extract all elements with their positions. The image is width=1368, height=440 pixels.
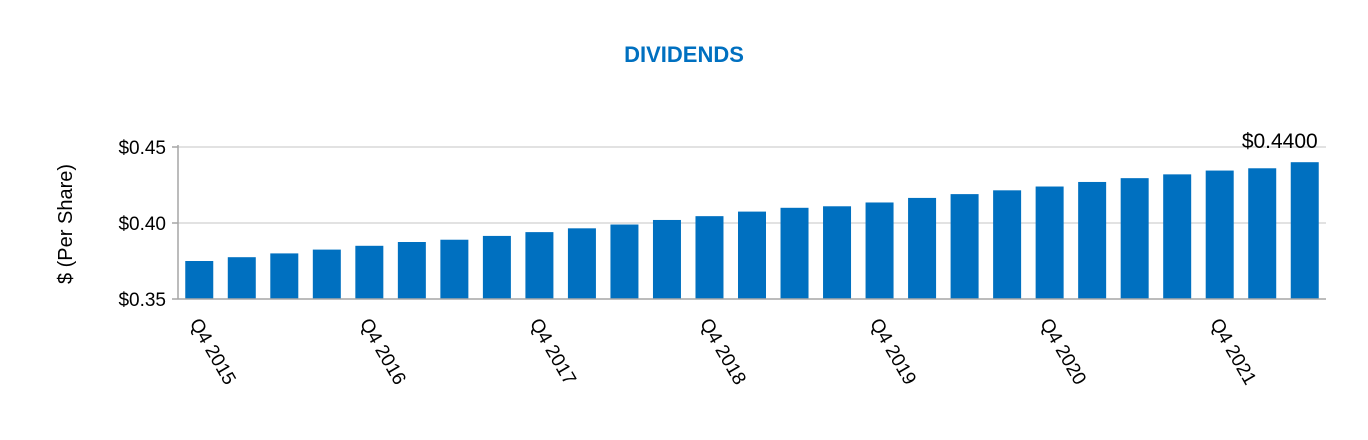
x-tick-label: Q4 2019 (865, 315, 920, 389)
bar (185, 261, 214, 299)
bar (865, 202, 894, 299)
bar (1290, 162, 1319, 299)
y-tick-label: $0.45 (118, 138, 166, 159)
bar (993, 190, 1022, 299)
x-tick-labels: Q4 2015 Q4 2016 Q4 2017 Q4 2018 Q4 2019 Q4 20… (185, 315, 1260, 389)
y-tick-labels: $0.35 $0.40 $0.45 (118, 138, 166, 311)
x-tick-label: Q4 2015 (185, 315, 240, 389)
bar (397, 242, 426, 299)
bar (610, 224, 639, 299)
bar (567, 228, 596, 299)
y-tick-label: $0.35 (118, 290, 166, 311)
bar (1078, 181, 1107, 299)
x-tick-label: Q4 2021 (1205, 315, 1260, 389)
x-tick-label: Q4 2017 (525, 315, 580, 389)
x-tick-label: Q4 2016 (355, 315, 410, 389)
bar (482, 235, 511, 299)
bar (652, 219, 681, 299)
bar (950, 194, 979, 299)
bar (312, 249, 341, 299)
axes (172, 145, 1326, 300)
bar (908, 197, 937, 299)
bar (738, 211, 766, 299)
chart-title: DIVIDENDS (624, 42, 744, 67)
bar (525, 232, 554, 299)
x-tick-label: Q4 2018 (695, 315, 750, 389)
y-tick-label: $0.40 (118, 214, 166, 235)
bar (1120, 178, 1149, 299)
bar (440, 239, 469, 299)
x-tick-label: Q4 2020 (1035, 315, 1090, 389)
bar (270, 253, 299, 299)
y-axis-label: $ (Per Share) (55, 164, 77, 284)
bar (695, 216, 724, 299)
bar (1248, 168, 1277, 299)
bar (1205, 170, 1234, 299)
data-label: $0.4400 (1242, 130, 1318, 153)
data-labels: $0.4400 (1242, 130, 1318, 153)
bar (227, 257, 256, 299)
bar (823, 206, 852, 299)
bar (780, 207, 809, 299)
bar (355, 245, 384, 299)
bar (1035, 186, 1064, 299)
bar (1163, 174, 1192, 299)
bars (185, 162, 1319, 299)
